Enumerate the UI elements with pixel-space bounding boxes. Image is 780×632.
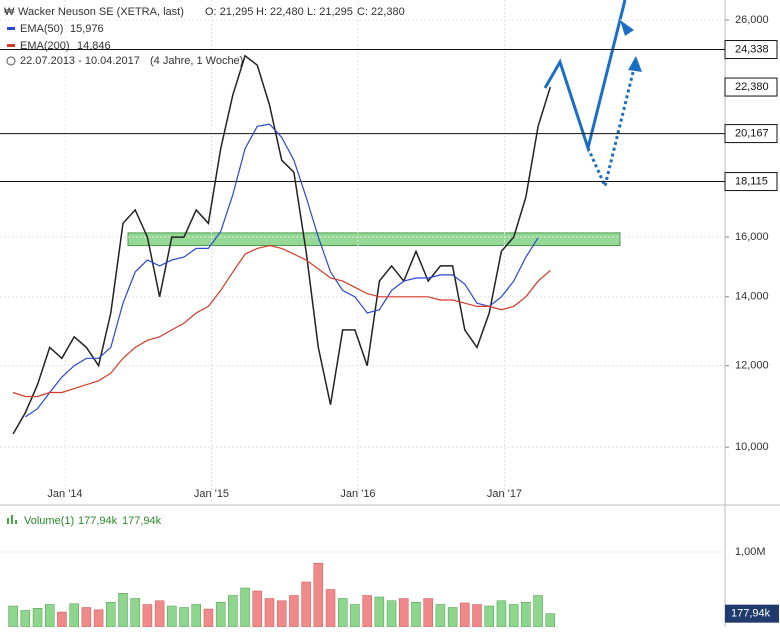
volume-bar	[20, 610, 31, 628]
level-label: 18,115	[735, 175, 768, 187]
legend-swatch	[7, 27, 15, 30]
ohlc-open: O: 21,295	[205, 6, 253, 18]
clock-icon	[6, 56, 16, 66]
volume-bar	[93, 609, 104, 628]
ohlc-low: L: 21,295	[307, 6, 353, 18]
volume-bar	[228, 595, 238, 628]
level-label-box	[724, 172, 778, 192]
forecast-arrows	[543, 0, 642, 191]
volume-bar	[276, 600, 287, 628]
legend-swatch	[7, 44, 15, 47]
volume-bar	[44, 604, 55, 628]
series-line	[24, 123, 539, 418]
volume-bar	[167, 605, 177, 628]
volume-bar	[8, 605, 18, 628]
volume-bar	[57, 611, 67, 628]
legend-value: 14,846	[77, 40, 111, 52]
volume-bar	[447, 607, 458, 628]
legend-label: EMA(50)	[20, 23, 63, 35]
volume-value: 177,94k	[78, 515, 118, 527]
chart-title: Wacker Neuson SE (XETRA, last)	[18, 6, 184, 18]
legend-label: EMA(200)	[20, 40, 70, 52]
series-line	[12, 244, 551, 398]
level-label-box	[724, 124, 778, 144]
x-tick-label: Jan '14	[47, 488, 82, 500]
y-tick-label: 14,000	[735, 291, 769, 303]
volume-icon	[7, 518, 9, 524]
volume-bar	[240, 587, 250, 628]
volume-bar	[289, 595, 299, 628]
x-tick-label: Jan '15	[194, 488, 229, 500]
y-tick-label: 10,000	[735, 441, 769, 453]
y-tick-label: 1,00M	[735, 546, 766, 558]
y-tick-label: 26,000	[735, 14, 769, 26]
ohlc-close: C: 22,380	[357, 6, 405, 18]
last-label-box	[724, 77, 778, 97]
arrow-head	[628, 56, 642, 72]
volume-bar	[106, 602, 116, 628]
volume-bar	[215, 602, 226, 628]
volume-bar	[301, 581, 311, 628]
volume-bar	[252, 590, 263, 628]
volume-bar	[350, 604, 360, 628]
volume-bar	[508, 604, 519, 628]
volume-bar	[325, 589, 336, 628]
volume-bar	[386, 600, 397, 628]
arrow-head	[620, 20, 634, 36]
volume-bar	[484, 605, 494, 628]
duration: (4 Jahre, 1 Woche)	[150, 55, 243, 67]
legend-value: 15,976	[70, 23, 104, 35]
volume-bar	[32, 608, 43, 628]
volume-bar	[337, 598, 348, 628]
volume-bar	[460, 602, 470, 628]
volume-value: 177,94k	[122, 515, 162, 527]
volume-bar	[69, 603, 79, 628]
volume-bar	[472, 604, 482, 628]
volume-bar	[362, 595, 372, 628]
volume-bar	[411, 602, 421, 628]
volume-bar	[81, 607, 92, 628]
level-label: 24,338	[735, 43, 769, 55]
volume-bar	[423, 598, 433, 628]
volume-label: 177,94k	[731, 608, 771, 620]
volume-bar	[179, 607, 189, 628]
y-tick-label: 12,000	[735, 360, 769, 372]
volume-bar	[118, 593, 128, 628]
last-label: 22,380	[735, 81, 769, 93]
volume-bar	[496, 600, 507, 628]
date-range: 22.07.2013 - 10.04.2017	[20, 55, 140, 67]
volume-bar	[191, 604, 201, 628]
level-label-box	[724, 40, 778, 60]
volume-icon	[11, 515, 13, 524]
level-label: 20,167	[735, 127, 769, 139]
volume-bar	[142, 604, 153, 628]
volume-bar	[545, 613, 556, 628]
series-line	[12, 54, 552, 435]
volume-label-box	[725, 604, 779, 623]
forecast-path	[543, 0, 627, 154]
y-tick-label: 16,000	[735, 231, 769, 243]
volume-bar	[313, 563, 324, 628]
volume-bar	[521, 602, 531, 628]
x-tick-label: Jan '17	[487, 488, 522, 500]
forecast-path-dotted	[586, 59, 638, 191]
volume-bar	[154, 600, 165, 628]
volume-bar	[435, 604, 446, 628]
volume-bar	[399, 598, 409, 628]
support-zone	[127, 232, 621, 247]
x-tick-label: Jan '16	[340, 488, 375, 500]
volume-bar	[533, 595, 543, 628]
volume-bar	[264, 598, 275, 628]
volume-bar	[203, 608, 214, 628]
chart-icon: ₩	[4, 6, 15, 18]
volume-icon	[15, 520, 17, 524]
ohlc-high: H: 22,480	[256, 6, 304, 18]
volume-bar	[130, 598, 140, 628]
volume-bar	[374, 596, 385, 628]
volume-title: Volume(1)	[24, 515, 74, 527]
